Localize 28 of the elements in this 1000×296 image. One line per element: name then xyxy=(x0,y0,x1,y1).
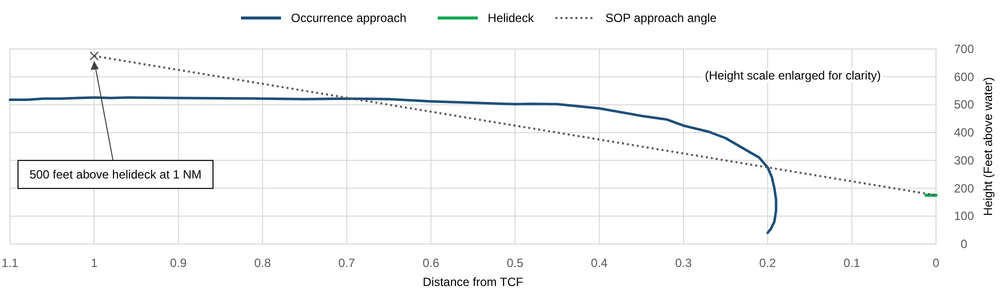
y-tick-label: 0 xyxy=(960,237,968,251)
y-axis-title: Height (Feet above water) xyxy=(981,77,995,216)
x-tick-label: 0 xyxy=(932,256,940,270)
x-tick-label: 1.1 xyxy=(2,256,19,270)
y-tick-label: 200 xyxy=(954,181,974,196)
legend-label: Helideck xyxy=(488,11,535,25)
x-axis-title: Distance from TCF xyxy=(422,275,524,289)
x-tick-label: 1 xyxy=(90,256,98,270)
x-tick-label: 0.9 xyxy=(170,256,188,270)
x-tick-label: 0.1 xyxy=(843,256,860,270)
x-tick-label: 0.7 xyxy=(338,256,356,270)
y-tick-label: 300 xyxy=(954,153,974,168)
line-series xyxy=(8,96,778,234)
y-tick-label: 600 xyxy=(954,70,974,84)
y-tick-label: 100 xyxy=(954,209,974,224)
x-tick-label: 0.6 xyxy=(422,256,440,270)
x-tick-label: 0.8 xyxy=(254,256,272,270)
y-tick-label: 500 xyxy=(954,98,974,112)
legend-label: SOP approach angle xyxy=(605,11,717,25)
x-tick-label: 0.4 xyxy=(590,256,608,270)
legend-label: Occurrence approach xyxy=(291,11,406,25)
annotation: 500 feet above helideck at 1 NM xyxy=(29,167,202,182)
x-tick-label: 0.5 xyxy=(506,256,524,270)
y-tick-label: 400 xyxy=(954,126,974,140)
annotation: (Height scale enlarged for clarity) xyxy=(704,68,881,82)
y-tick-label: 700 xyxy=(954,42,974,56)
x-tick-label: 0.2 xyxy=(759,256,776,270)
x-tick-label: 0.3 xyxy=(675,256,692,270)
